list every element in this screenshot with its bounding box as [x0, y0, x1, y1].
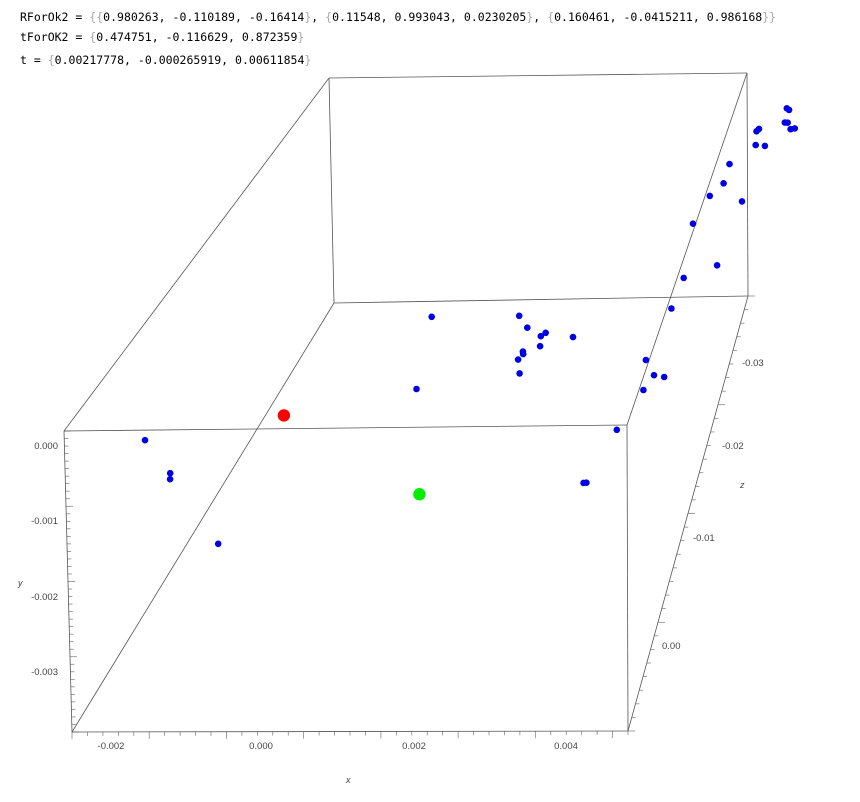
data-point [713, 262, 721, 269]
z-tick-label: -0.01 [693, 533, 715, 544]
z-axis-label: z [739, 480, 745, 490]
x-tick-label: 0.004 [554, 741, 578, 752]
data-point [680, 274, 687, 282]
axis-ticks [64, 295, 755, 739]
y-tick-label: -0.003 [31, 667, 58, 678]
y-tick-label: 0.000 [34, 441, 58, 452]
data-point [787, 125, 794, 133]
x-tick-label: 0.000 [249, 741, 273, 752]
data-point [536, 342, 544, 350]
box-edge [63, 430, 73, 733]
data-point [537, 332, 545, 340]
data-point [753, 128, 760, 135]
code-value: {0.474751, -0.116629, 0.872359} [89, 30, 305, 44]
data-point [519, 350, 527, 358]
data-point [166, 469, 174, 477]
code-line-rforok2: RForOk2 = {{0.980263, -0.110189, -0.1641… [20, 10, 777, 24]
data-point [428, 313, 436, 321]
x-axis-label: x [345, 775, 351, 785]
box-edge [63, 424, 628, 432]
code-label: t [20, 53, 27, 67]
z-tick-label: 0.00 [662, 641, 681, 652]
data-point [580, 479, 587, 487]
data-point [542, 329, 549, 337]
x-tick-label: -0.002 [98, 741, 125, 752]
data-point [738, 198, 746, 205]
z-tick-label: -0.02 [722, 441, 744, 452]
data-point [514, 356, 522, 363]
data-point [166, 475, 174, 483]
data-point [613, 426, 621, 434]
code-line-t: t = {0.00217778, -0.000265919, 0.0061185… [20, 53, 312, 67]
data-point [515, 312, 523, 320]
data-point [706, 192, 714, 200]
box-edge [71, 730, 629, 733]
data-point [214, 540, 222, 548]
box-edge [328, 72, 748, 79]
box-edge [626, 424, 629, 732]
code-value: {0.00217778, -0.000265919, 0.00611854} [47, 53, 312, 67]
data-point [720, 180, 727, 187]
code-label: tForOK2 [20, 30, 69, 44]
data-point [569, 333, 577, 341]
box-edge [63, 77, 330, 432]
box-edge [626, 72, 748, 426]
code-label: RForOk2 [20, 10, 69, 24]
box-edge [71, 302, 335, 733]
box-front-edges [63, 424, 629, 733]
box-edge [328, 77, 335, 304]
box-edge [746, 72, 749, 297]
data-point [141, 436, 149, 444]
code-line-tforok2: tForOK2 = {0.474751, -0.116629, 0.872359… [20, 30, 305, 44]
y-tick-label: -0.001 [31, 516, 58, 527]
data-point [642, 356, 650, 364]
data-point [516, 370, 523, 377]
red-marker-point [277, 409, 291, 422]
data-point [668, 305, 675, 312]
data-point [524, 324, 531, 332]
data-point [752, 141, 759, 149]
data-point [660, 373, 668, 381]
data-point [761, 142, 769, 150]
y-axis-label: y [17, 578, 23, 588]
box-back-edges [63, 72, 749, 733]
y-tick-label: -0.002 [31, 592, 58, 603]
data-points [141, 105, 799, 548]
data-point [650, 371, 658, 379]
data-point [413, 385, 420, 393]
code-value: {{0.980263, -0.110189, -0.16414}, {0.115… [89, 10, 777, 24]
x-tick-label: 0.002 [402, 741, 426, 752]
data-point [640, 386, 647, 394]
data-point [726, 160, 733, 168]
data-point [784, 119, 791, 126]
data-point [689, 220, 697, 227]
box-edge [333, 295, 749, 304]
z-tick-label: -0.03 [742, 358, 764, 369]
data-point [785, 106, 793, 114]
green-marker-point [413, 488, 426, 501]
